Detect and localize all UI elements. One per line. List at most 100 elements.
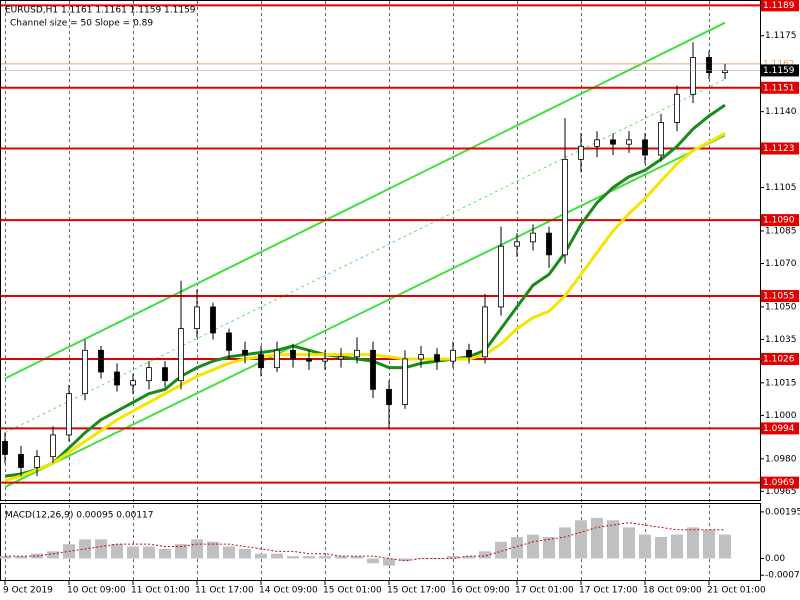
channel-line — [4, 21, 726, 380]
level-label: 1.0994 — [763, 424, 795, 434]
candle-body — [130, 380, 136, 386]
histogram-bar — [415, 558, 427, 559]
candle-body — [306, 358, 312, 362]
level-box — [761, 476, 799, 489]
x-tick-label: 9 Oct 2019 — [3, 586, 53, 596]
x-tick-label: 14 Oct 09:00 — [259, 586, 318, 596]
histogram-bar — [95, 539, 107, 559]
level-box — [761, 81, 799, 94]
x-tick-label: 18 Oct 09:00 — [643, 586, 702, 596]
level-label: 1.1055 — [763, 292, 795, 302]
histogram-bar — [495, 541, 507, 559]
y-tick-label: 1.1175 — [765, 31, 797, 41]
candle-body — [338, 356, 344, 360]
signal-line — [5, 522, 725, 562]
moving-average — [4, 132, 726, 482]
histogram-bar — [511, 536, 523, 559]
y-tick-label: 1.0980 — [765, 454, 797, 464]
x-tick-label: 17 Oct 17:00 — [579, 586, 638, 596]
level-box — [761, 422, 799, 435]
histogram-bar — [687, 527, 699, 559]
moving-average — [4, 103, 726, 478]
candle-body — [466, 349, 472, 358]
candle-body — [98, 349, 104, 373]
main-frame — [0, 0, 761, 501]
histogram-bar — [255, 553, 267, 559]
histogram-bar — [0, 556, 11, 559]
histogram-bar — [399, 558, 411, 561]
histogram-bar — [447, 556, 459, 559]
ask-label: 1.1162 — [763, 59, 795, 69]
x-tick-label: 11 Oct 17:00 — [195, 586, 254, 596]
macd-frame — [0, 503, 761, 581]
histogram-bar — [175, 544, 187, 559]
candle-body — [530, 232, 536, 243]
level-label: 1.1151 — [763, 83, 795, 93]
histogram-bar — [143, 546, 155, 559]
candle-body — [578, 145, 584, 160]
candle-body — [66, 393, 72, 436]
histogram-bar — [671, 534, 683, 559]
candle-body — [722, 70, 728, 73]
histogram-bar — [223, 546, 235, 559]
candle-body — [274, 349, 280, 369]
candle-body — [194, 306, 200, 330]
candle-body — [162, 367, 168, 382]
y-tick-label: 1.1035 — [765, 335, 797, 345]
candle-body — [354, 349, 360, 358]
level-label: 1.1189 — [763, 1, 795, 11]
level-label: 1.1123 — [763, 144, 795, 154]
candle-body — [418, 354, 424, 360]
histogram-bar — [111, 544, 123, 559]
candle-body — [226, 332, 232, 351]
y-tick-label: 1.1070 — [765, 259, 797, 269]
level-box — [761, 142, 799, 155]
histogram-bar — [367, 558, 379, 564]
y-tick-label: 1.1140 — [765, 107, 797, 117]
y-tick-label: 0.00195 — [765, 507, 800, 517]
histogram-bar — [559, 527, 571, 559]
histogram-bar — [591, 517, 603, 559]
candle-body — [546, 232, 552, 256]
candle-body — [322, 358, 328, 362]
histogram-bar — [703, 529, 715, 559]
y-tick-label: 1.1015 — [765, 378, 797, 388]
candle-body — [402, 358, 408, 405]
x-tick-label: 17 Oct 01:00 — [515, 586, 574, 596]
histogram-bar — [159, 548, 171, 559]
macd-title: MACD(12,26,9) 0.00095 0.00117 — [5, 511, 154, 521]
histogram-bar — [655, 536, 667, 559]
candle-body — [642, 139, 648, 156]
candle-body — [562, 158, 568, 256]
histogram-bar — [127, 546, 139, 559]
x-tick-label: 11 Oct 01:00 — [131, 586, 190, 596]
level-box — [761, 290, 799, 303]
level-label: 1.1090 — [763, 216, 795, 226]
price-label: 1.1159 — [763, 66, 795, 76]
price-box — [761, 64, 799, 77]
x-tick-label: 16 Oct 09:00 — [451, 586, 510, 596]
level-label: 1.0969 — [763, 478, 795, 488]
histogram-bar — [319, 556, 331, 559]
histogram-bar — [575, 520, 587, 559]
candle-body — [386, 388, 392, 405]
level-box — [761, 352, 799, 365]
y-tick-label: 0.00 — [765, 554, 785, 564]
x-tick-label: 21 Oct 01:00 — [707, 586, 766, 596]
histogram-bar — [15, 556, 27, 559]
histogram-bar — [607, 520, 619, 559]
candle-body — [690, 57, 696, 95]
histogram-bar — [287, 556, 299, 559]
histogram-bar — [639, 534, 651, 559]
x-tick-label: 10 Oct 09:00 — [67, 586, 126, 596]
histogram-bar — [207, 541, 219, 559]
histogram-bar — [543, 536, 555, 559]
histogram-bar — [239, 548, 251, 559]
candle-body — [210, 306, 216, 334]
level-label: 1.1026 — [763, 354, 795, 364]
candle-body — [450, 349, 456, 362]
candle-body — [370, 349, 376, 390]
histogram-bar — [335, 556, 347, 559]
x-tick-label: 15 Oct 17:00 — [387, 586, 446, 596]
